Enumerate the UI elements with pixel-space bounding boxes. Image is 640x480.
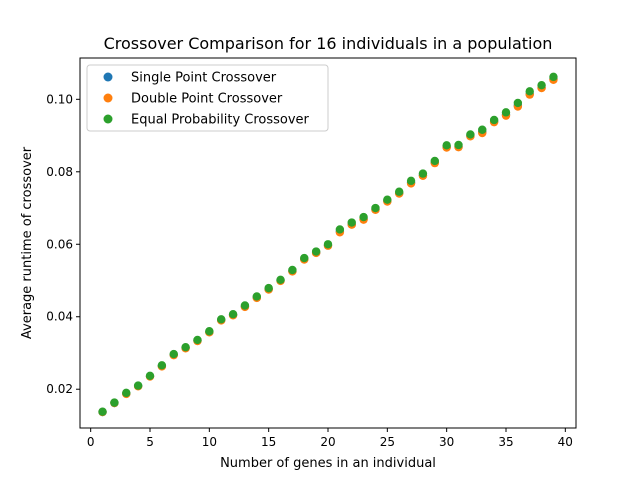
legend: Single Point Crossover Double Point Cross… (86, 64, 329, 132)
data-point (311, 247, 321, 256)
x-tick-label: 10 (202, 435, 217, 449)
data-point (264, 283, 273, 293)
data-point (110, 398, 119, 407)
data-points-layer (98, 72, 558, 417)
y-tick-label: 0.08 (46, 165, 73, 179)
data-point (300, 253, 309, 263)
x-axis-label: Number of genes in an individual (220, 456, 436, 471)
data-point (430, 156, 439, 166)
data-point (513, 98, 523, 108)
data-point (537, 80, 546, 90)
legend-marker (103, 114, 113, 124)
data-point (276, 275, 285, 284)
data-point (347, 218, 356, 227)
x-tick-label: 20 (320, 435, 335, 449)
data-point (335, 225, 345, 234)
data-point (359, 212, 368, 222)
y-tick-label: 0.04 (46, 310, 73, 324)
x-tick-label: 40 (558, 435, 573, 449)
x-tick-label: 5 (146, 435, 154, 449)
y-tick-label: 0.02 (46, 382, 73, 396)
legend-box (86, 64, 329, 132)
y-axis-label: Average runtime of crossover (20, 146, 35, 339)
data-point (501, 108, 511, 117)
data-point (169, 349, 178, 359)
legend-marker (103, 72, 113, 82)
data-point (228, 310, 238, 319)
data-point (157, 361, 167, 370)
data-point (133, 381, 143, 390)
x-tick-label: 35 (498, 435, 513, 449)
data-point (394, 187, 404, 196)
x-tick-label: 15 (261, 435, 276, 449)
chart-title: Crossover Comparison for 16 individuals … (104, 34, 553, 53)
data-point (371, 203, 380, 213)
x-tick-label: 30 (439, 435, 454, 449)
data-point (145, 371, 155, 381)
axis-ticks-layer: 0 5 10 15 20 25 30 35 40 0.02 0.04 0.06 0.08 0.10 (46, 92, 573, 449)
data-point (122, 388, 131, 398)
data-point (98, 407, 107, 416)
data-point (193, 335, 202, 345)
y-tick-label: 0.06 (46, 237, 73, 251)
data-point (418, 169, 428, 178)
data-point (489, 115, 499, 125)
data-point (181, 342, 190, 352)
data-point (288, 265, 297, 275)
data-point (525, 87, 534, 96)
legend-marker (103, 93, 113, 103)
plot-frame (79, 57, 577, 429)
data-point (478, 125, 487, 134)
data-point (240, 301, 250, 310)
y-tick-label: 0.10 (46, 92, 73, 106)
data-point (549, 72, 558, 82)
legend-label: Double Point Crossover (131, 92, 283, 107)
data-point (383, 195, 392, 204)
x-tick-label: 0 (87, 435, 95, 449)
x-tick-label: 25 (380, 435, 395, 449)
data-point (205, 327, 214, 336)
data-point (406, 176, 416, 186)
data-point (217, 315, 226, 324)
data-point (323, 240, 333, 249)
data-point (466, 130, 475, 139)
data-point (442, 141, 451, 150)
data-point (252, 292, 262, 301)
data-point (454, 140, 463, 150)
legend-label: Single Point Crossover (131, 71, 277, 86)
legend-label: Equal Probability Crossover (131, 113, 310, 128)
